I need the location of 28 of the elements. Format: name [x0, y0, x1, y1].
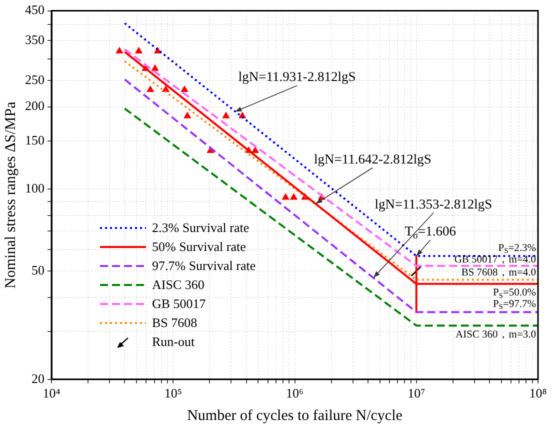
annotation: AISC 360，m=3.0: [455, 329, 536, 340]
legend-label: Run-out: [152, 333, 195, 351]
x-tick-label: 10⁶: [286, 386, 304, 401]
x-tick-label: 10⁴: [42, 386, 61, 401]
legend-label: GB 50017: [152, 295, 206, 313]
y-tick-label: 450: [25, 2, 44, 18]
x-tick-label: 10⁵: [164, 386, 182, 401]
legend-label: AISC 360: [152, 276, 204, 294]
x-tick-label: 10⁸: [529, 386, 548, 401]
y-tick-label: 200: [25, 98, 44, 114]
x-tick-label: 10⁷: [408, 386, 426, 401]
annotation: lgN=11.353-2.812lgS: [374, 196, 492, 212]
legend-label: BS 7608: [152, 314, 198, 332]
annotation: GB 50017，m=4.0: [454, 254, 536, 266]
legend-label: 50% Survival rate: [152, 238, 246, 256]
legend-label: 2.3% Survival rate: [152, 219, 250, 237]
annotation: lgN=11.642-2.812lgS: [314, 151, 432, 166]
y-tick-label: 50: [32, 262, 44, 278]
legend-label: 97.7% Survival rate: [152, 257, 256, 275]
y-tick-label: 20: [32, 370, 44, 386]
x-axis-title: Number of cycles to failure N/cycle: [187, 408, 403, 424]
annotation: BS 7608，m=4.0: [461, 268, 536, 279]
y-tick-label: 250: [25, 72, 44, 87]
y-tick-label: 100: [25, 180, 44, 196]
y-axis-title: Nominal stress ranges ΔS/MPa: [2, 101, 19, 288]
y-tick-label: 150: [25, 132, 44, 148]
y-tick-label: 350: [25, 32, 44, 47]
annotation: lgN=11.931-2.812lgS: [238, 69, 356, 84]
